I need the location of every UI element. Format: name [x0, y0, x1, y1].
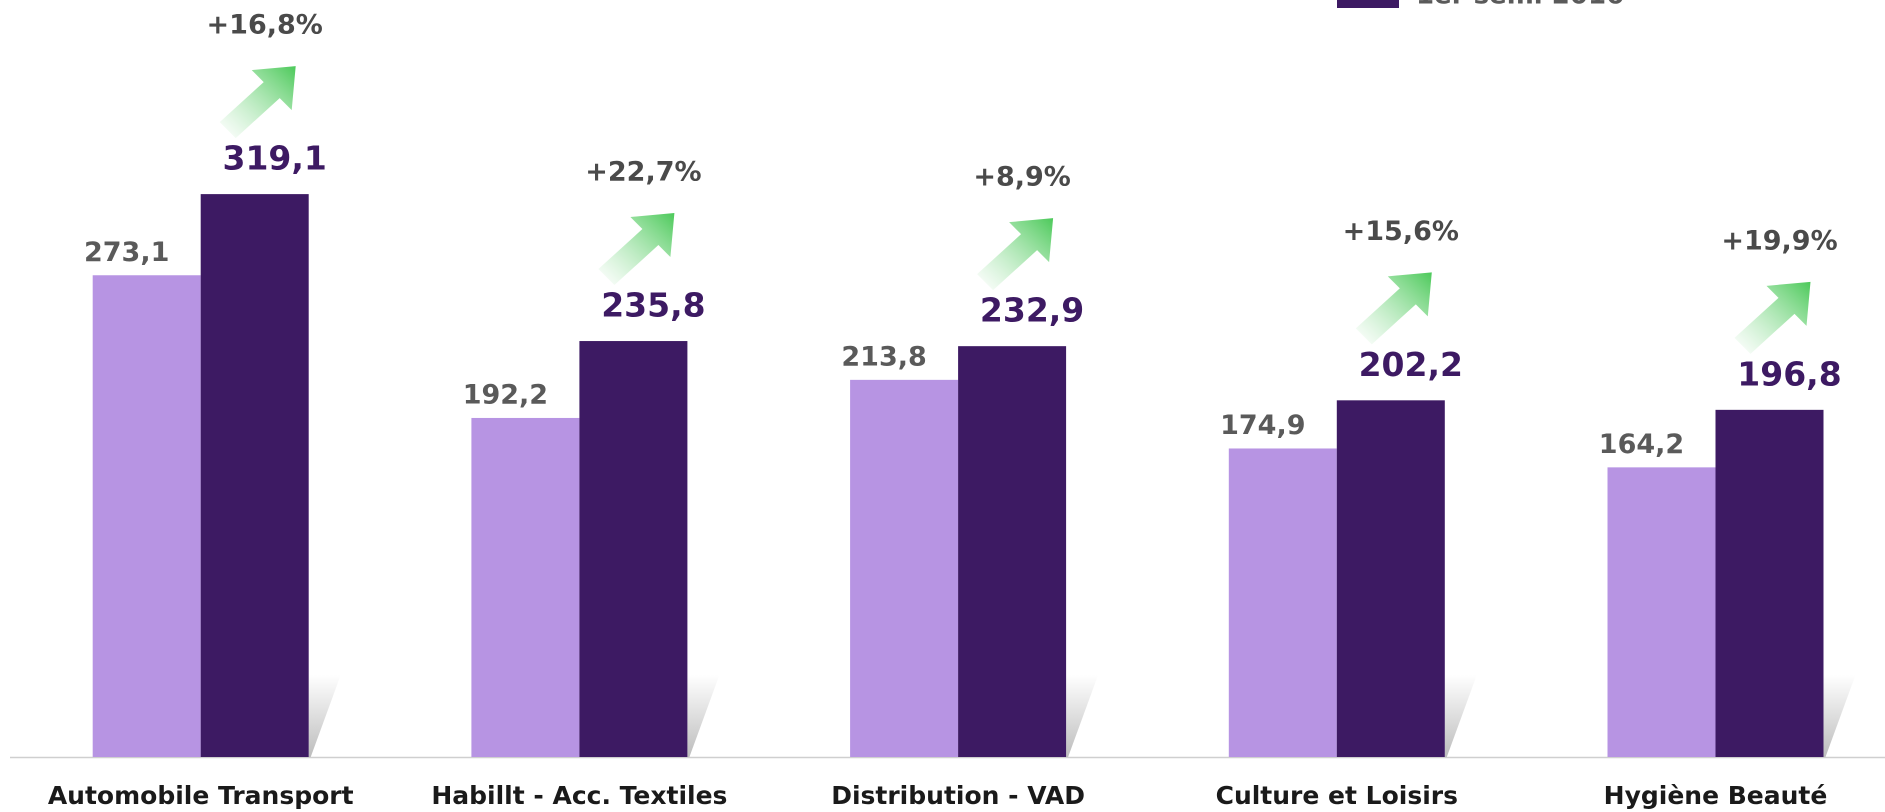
bar-shadow [1066, 675, 1099, 757]
x-tick-label: Hygiène Beauté [1604, 781, 1828, 810]
growth-label: +19,9% [1721, 225, 1837, 256]
growth-label: +16,8% [207, 10, 323, 41]
bar [1336, 400, 1445, 757]
value-label: 192,2 [463, 379, 548, 410]
bar-shadow [1444, 675, 1477, 757]
growth-arrow [598, 213, 675, 286]
x-tick-label: Automobile Transport [48, 781, 354, 810]
legend-label: 1er semi 2016 [1416, 0, 1624, 11]
growth-arrow [1734, 281, 1811, 354]
value-label: 232,9 [980, 291, 1084, 330]
x-tick-label: Distribution - VAD [831, 781, 1085, 810]
growth-label: +22,7% [585, 157, 701, 188]
value-label: 213,8 [841, 341, 926, 372]
bar [1607, 467, 1716, 757]
value-label: 202,2 [1359, 345, 1463, 384]
bar [1715, 409, 1824, 757]
growth-label: +8,9% [973, 162, 1071, 193]
growth-arrow [219, 66, 296, 139]
growth-arrow [977, 218, 1054, 291]
bar [579, 341, 688, 757]
bar-shadow [687, 675, 720, 757]
bar [1228, 448, 1337, 757]
growth-label: +15,6% [1343, 216, 1459, 247]
value-label: 235,8 [601, 286, 705, 325]
bar [200, 194, 309, 757]
value-label: 174,9 [1220, 410, 1305, 441]
x-tick-label: Habillt - Acc. Textiles [431, 781, 727, 810]
bar-shadow [1823, 675, 1856, 757]
value-label: 196,8 [1737, 354, 1841, 393]
bar [92, 275, 201, 757]
value-label: 319,1 [223, 139, 327, 178]
bar [958, 346, 1067, 757]
legend-swatch [1337, 0, 1399, 8]
growth-arrow [1355, 272, 1432, 345]
x-tick-label: Culture et Loisirs [1216, 781, 1458, 810]
value-label: 164,2 [1599, 429, 1684, 460]
bar-shadow [308, 675, 341, 757]
bar [471, 417, 580, 757]
value-label: 273,1 [84, 237, 169, 268]
bar [850, 379, 959, 757]
